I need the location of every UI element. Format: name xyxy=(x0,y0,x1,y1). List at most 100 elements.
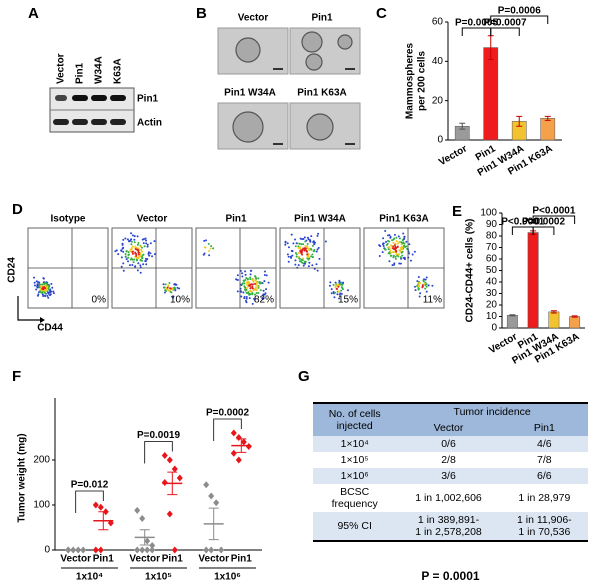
event-dot xyxy=(312,250,315,253)
event-dot xyxy=(249,289,252,292)
event-dot xyxy=(45,287,48,290)
event-dot xyxy=(265,288,268,291)
event-dot xyxy=(254,287,257,290)
event-dot xyxy=(115,249,118,252)
event-dot xyxy=(250,283,253,286)
event-dot xyxy=(143,245,146,248)
event-dot xyxy=(257,277,260,280)
event-dot xyxy=(304,240,307,243)
table-cell: 4/6 xyxy=(537,438,552,450)
y-tick-label: 50 xyxy=(486,265,498,276)
plot-title: Isotype xyxy=(50,214,85,225)
event-dot xyxy=(390,254,393,257)
event-dot xyxy=(131,258,134,261)
p-value: P=0.012 xyxy=(71,480,109,491)
event-dot xyxy=(42,294,45,297)
event-dot xyxy=(411,253,414,256)
bracket xyxy=(461,27,492,36)
event-dot xyxy=(141,250,144,253)
y-tick-label: 0 xyxy=(491,323,497,334)
table-row: 1×10⁶ 3/6 6/6 xyxy=(313,468,588,484)
event-dot xyxy=(241,272,244,275)
event-dot xyxy=(142,263,145,266)
bar xyxy=(540,118,556,141)
event-dot xyxy=(395,236,398,239)
event-dot xyxy=(236,290,239,293)
event-dot xyxy=(35,288,38,291)
event-dot xyxy=(135,254,138,257)
table-header: No. of cells injected xyxy=(313,402,397,436)
event-dot xyxy=(294,238,297,241)
event-dot xyxy=(306,243,309,246)
y-tick-label: 80 xyxy=(486,231,498,242)
event-dot xyxy=(316,269,319,272)
error-bar xyxy=(516,115,523,127)
table-row: BCSC frequency 1 in 1,002,606 1 in 28,979 xyxy=(313,484,588,512)
table-cell: 1×10⁴ xyxy=(340,438,369,450)
event-dot xyxy=(249,273,252,276)
event-dot xyxy=(136,235,139,238)
event-dot xyxy=(144,260,147,263)
event-dot xyxy=(244,279,247,282)
sphere xyxy=(301,31,323,53)
event-dot xyxy=(44,284,47,287)
event-dot xyxy=(241,275,244,278)
event-dot xyxy=(333,296,336,299)
table-cell: 6/6 xyxy=(537,470,552,482)
event-dot xyxy=(379,245,382,248)
event-dot xyxy=(265,274,268,277)
percent-label: 15% xyxy=(338,295,358,306)
event-dot xyxy=(120,256,123,259)
event-dot xyxy=(133,235,136,238)
event-dot xyxy=(391,264,394,267)
event-dot xyxy=(330,288,333,291)
event-dot xyxy=(337,285,340,288)
event-dot xyxy=(299,237,302,240)
table-cell: 0/6 xyxy=(441,438,456,450)
event-dot xyxy=(419,292,422,295)
event-dot xyxy=(259,289,262,292)
panel-label: A xyxy=(28,5,39,22)
data-point xyxy=(166,510,173,518)
event-dot xyxy=(130,257,133,260)
event-dot xyxy=(249,285,252,288)
y-tick-label: 20 xyxy=(486,300,498,311)
event-dot xyxy=(148,254,151,257)
table-cell: 1 in 28,979 xyxy=(518,492,571,504)
bracket xyxy=(532,226,555,235)
event-dot xyxy=(145,239,148,242)
event-dot xyxy=(205,239,208,242)
event-dot xyxy=(168,282,171,285)
event-dot xyxy=(244,270,247,273)
event-dot xyxy=(252,280,255,283)
event-dot xyxy=(330,292,333,295)
group-label: 1x10⁶ xyxy=(214,572,241,583)
y-axis-label: Tumor weight (mg) xyxy=(17,433,28,522)
event-dot xyxy=(416,280,419,283)
event-dot xyxy=(33,276,36,279)
event-dot xyxy=(253,297,256,300)
row-label: Actin xyxy=(137,118,162,129)
event-dot xyxy=(419,282,422,285)
event-dot xyxy=(329,281,332,284)
event-dot xyxy=(133,241,136,244)
error-bar xyxy=(459,122,466,130)
event-dot xyxy=(384,229,387,232)
event-dot xyxy=(153,240,156,243)
image-title: Pin1 xyxy=(311,13,333,24)
bracket xyxy=(490,27,520,36)
event-dot xyxy=(251,279,254,282)
data-point xyxy=(139,515,146,522)
event-dot xyxy=(130,248,133,251)
event-dot xyxy=(324,240,327,243)
bracket xyxy=(144,441,173,464)
event-dot xyxy=(393,251,396,254)
event-dot xyxy=(338,279,341,282)
event-dot xyxy=(300,260,303,263)
event-dot xyxy=(398,237,401,240)
sphere xyxy=(235,37,261,63)
event-dot xyxy=(134,251,137,254)
event-dot xyxy=(149,252,152,255)
event-dot xyxy=(52,290,55,293)
event-dot xyxy=(306,253,309,256)
